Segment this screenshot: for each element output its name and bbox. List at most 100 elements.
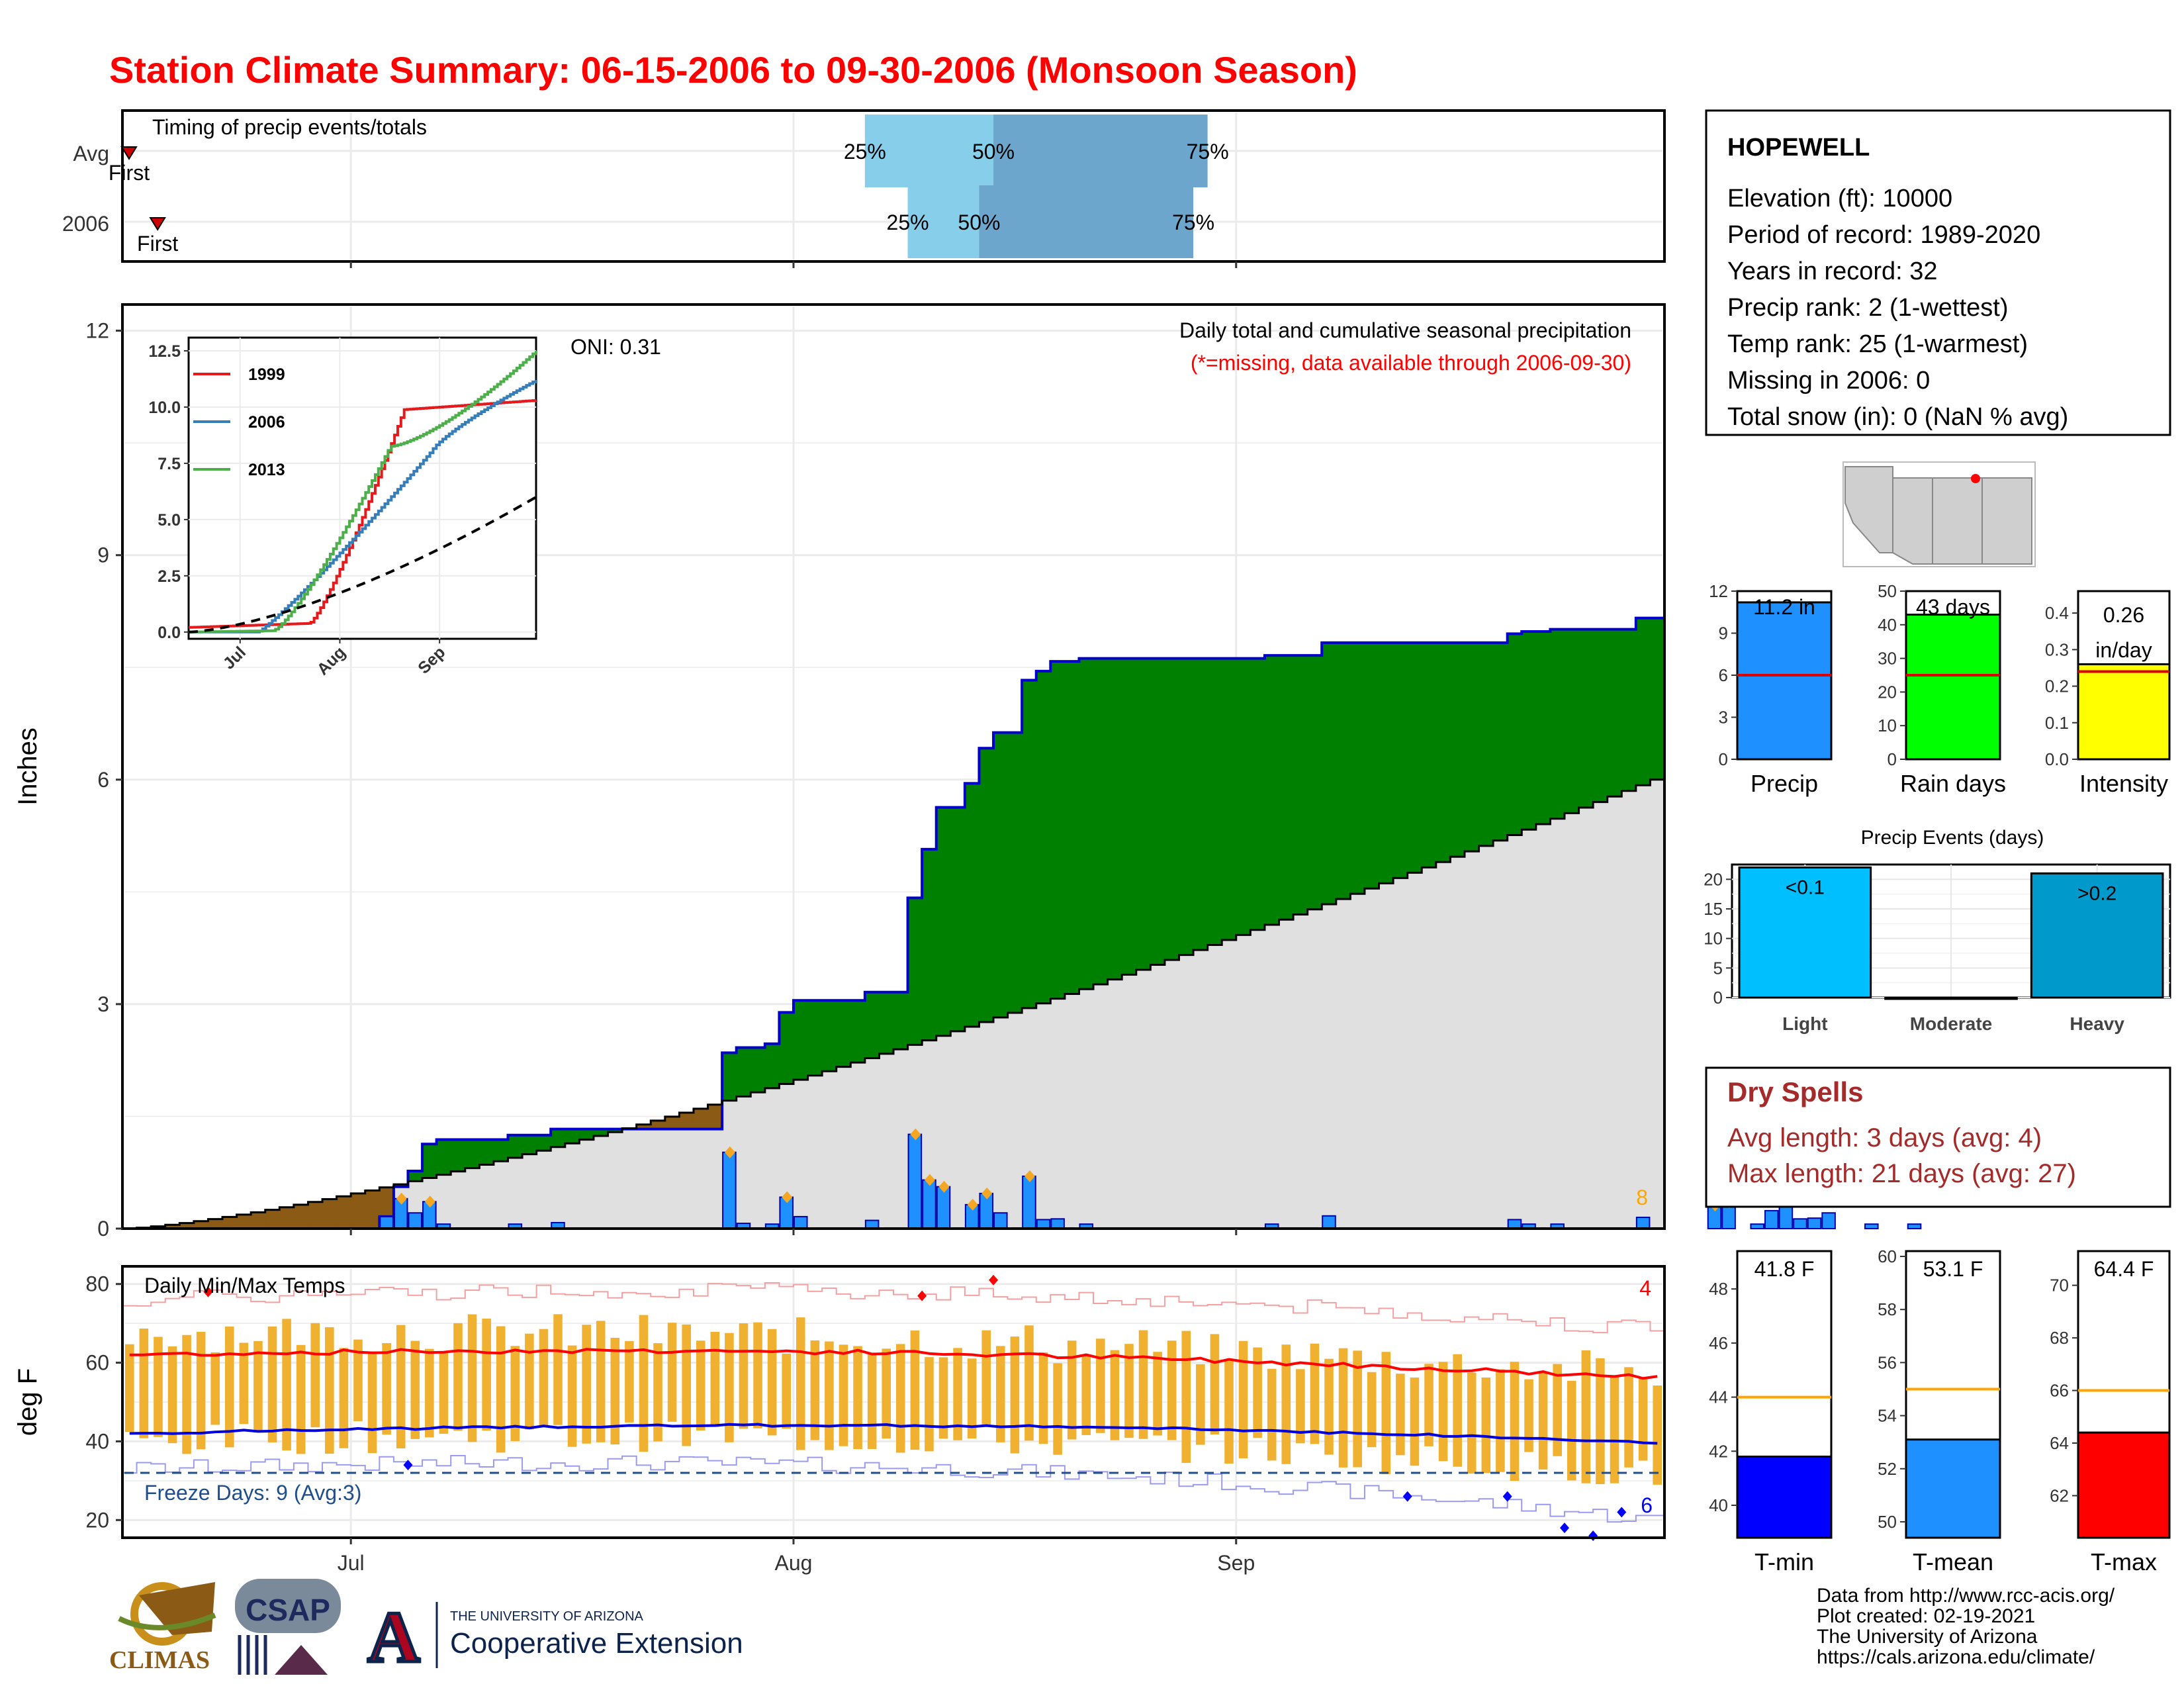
daily-temp-range-bar	[1581, 1350, 1591, 1483]
above-avg-fill	[1236, 658, 1251, 935]
timing-pct-label: 75%	[1172, 211, 1214, 234]
temp-bar-tick: 50	[1878, 1512, 1897, 1532]
daily-precip-bar	[1507, 1219, 1522, 1230]
heavy-event-marker-icon	[910, 1128, 921, 1141]
temp-bar-tmean-value: 53.1 F	[1923, 1257, 1983, 1281]
daily-temp-range-bar	[1367, 1372, 1377, 1448]
below-avg-fill	[236, 1214, 251, 1229]
above-avg-fill	[993, 732, 1009, 1018]
daily-temp-range-bar	[453, 1323, 463, 1431]
precip-y-axis-label: Inches	[13, 727, 42, 806]
daily-temp-range-bar	[667, 1323, 677, 1422]
mini-bar-raindays	[1905, 614, 2001, 761]
daily-temp-range-bar	[1038, 1352, 1048, 1444]
above-avg-fill	[751, 1047, 766, 1093]
precip-y-tick: 6	[97, 768, 109, 792]
daily-temp-range-bar	[853, 1346, 862, 1450]
mini-bar-raindays-value: 43 days	[1916, 595, 1990, 619]
daily-temp-range-bar	[782, 1353, 791, 1429]
station-line-period: Period of record: 1989-2020	[1727, 221, 2040, 249]
temp-bar-tick: 62	[2050, 1485, 2069, 1505]
daily-temp-range-bar	[282, 1319, 291, 1451]
inset-y-tick: 2.5	[158, 567, 181, 586]
station-line-elevation: Elevation (ft): 10000	[1727, 185, 1952, 212]
oni-label: ONI: 0.31	[570, 335, 661, 359]
daily-temp-range-bar	[439, 1351, 449, 1434]
mini-bar-tick: 40	[1878, 615, 1897, 635]
above-avg-fill	[850, 1000, 866, 1063]
daily-temp-range-bar	[1538, 1372, 1548, 1470]
daily-precip-bar	[1821, 1212, 1836, 1229]
daily-temp-range-bar	[1524, 1379, 1533, 1452]
record-high-marker-icon	[203, 1286, 213, 1297]
daily-temp-range-bar	[625, 1341, 634, 1423]
mini-bar-tick: 0	[1719, 749, 1728, 769]
dry-spells-title: Dry Spells	[1727, 1076, 1863, 1107]
above-avg-fill	[422, 1144, 437, 1178]
daily-temp-range-bar	[967, 1358, 977, 1439]
daily-temp-range-bar	[1124, 1344, 1134, 1438]
temp-y-tick: 20	[85, 1508, 109, 1532]
temp-y-tick: 60	[85, 1351, 109, 1375]
temp-bar-tick: 42	[1709, 1441, 1728, 1461]
below-avg-fill	[693, 1108, 709, 1129]
above-avg-fill	[1079, 658, 1094, 990]
daily-temp-range-bar	[239, 1342, 249, 1425]
above-avg-fill	[1407, 642, 1422, 873]
events-bar-light	[1738, 866, 1872, 999]
above-avg-fill	[451, 1139, 466, 1172]
csap-logo-text: CSAP	[246, 1593, 330, 1627]
above-avg-fill	[1322, 642, 1337, 904]
events-bar-label: <0.1	[1786, 876, 1825, 898]
above-avg-fill	[1136, 658, 1151, 970]
mini-bar-intensity-value: 0.26	[2103, 603, 2144, 627]
daily-temp-range-bar	[353, 1339, 363, 1421]
heavy-event-marker-icon	[724, 1146, 735, 1158]
events-title: Precip Events (days)	[1861, 827, 2044, 849]
daily-precip-bar	[1864, 1223, 1879, 1229]
daily-temp-range-bar	[867, 1354, 877, 1449]
above-avg-fill	[1107, 658, 1122, 980]
above-avg-fill	[1522, 631, 1537, 830]
timing-pct-label: 25%	[844, 140, 886, 164]
inset-line-1999	[189, 399, 537, 629]
heavy-event-marker-icon	[967, 1198, 978, 1211]
above-avg-fill	[1064, 661, 1079, 994]
daily-temp-range-bar	[467, 1314, 477, 1442]
precip-y-tick: 9	[97, 543, 109, 567]
below-avg-fill	[322, 1199, 338, 1229]
daily-temp-range-bar	[1481, 1377, 1491, 1474]
daily-temp-range-bar	[639, 1315, 649, 1452]
mini-bar-tick: 6	[1719, 665, 1728, 685]
events-category-label: Heavy	[2070, 1013, 2124, 1034]
daily-temp-range-bar	[325, 1327, 334, 1454]
timing-event-label: First	[137, 232, 178, 256]
daily-temp-range-bar	[938, 1357, 948, 1439]
timing-row-avg-label: Avg	[73, 142, 109, 165]
daily-temp-range-bar	[725, 1333, 734, 1442]
below-avg-fill	[222, 1217, 238, 1229]
credit-line-1: Data from http://www.rcc-acis.org/	[1817, 1585, 2115, 1607]
below-avg-fill	[707, 1104, 723, 1129]
station-location-marker	[1971, 474, 1980, 483]
mini-bar-intensity-label: Intensity	[2079, 770, 2168, 797]
above-avg-fill	[1022, 680, 1037, 1008]
avg-max-line	[129, 1348, 1658, 1380]
inset-legend-label: 2013	[248, 461, 285, 479]
below-avg-fill	[265, 1209, 280, 1229]
above-avg-fill	[1364, 642, 1380, 889]
credits: Data from http://www.rcc-acis.org/ Plot …	[1817, 1585, 2115, 1668]
record-low-marker-icon	[1617, 1507, 1627, 1518]
above-avg-fill	[864, 992, 880, 1058]
below-avg-fill	[193, 1221, 208, 1229]
above-avg-fill	[1036, 671, 1051, 1004]
daily-precip-bar	[793, 1215, 808, 1230]
above-avg-fill	[1307, 655, 1322, 910]
avg-cumulative-area	[122, 779, 1664, 1229]
above-avg-fill	[465, 1139, 480, 1168]
daily-temp-range-bar	[696, 1340, 705, 1431]
above-avg-fill	[822, 1000, 837, 1072]
above-avg-fill	[551, 1129, 566, 1147]
daily-temp-range-bar	[525, 1333, 534, 1430]
above-avg-fill	[1279, 655, 1294, 920]
